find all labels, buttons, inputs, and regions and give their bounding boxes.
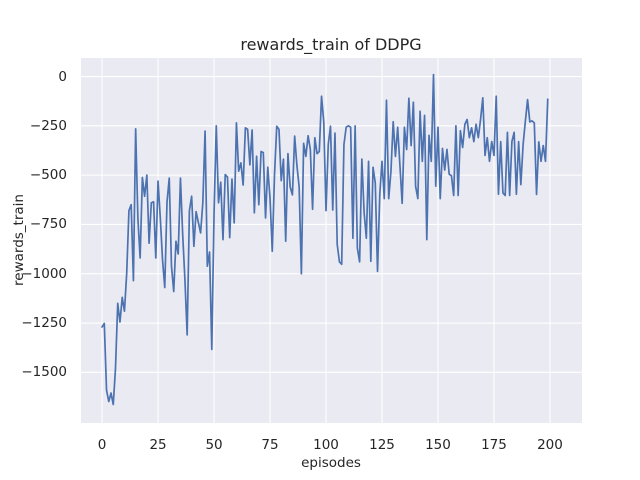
x-tick-label: 200: [537, 437, 563, 453]
x-tick-label: 25: [149, 437, 167, 453]
x-axis-label: episodes: [301, 455, 361, 471]
x-tick-label: 75: [261, 437, 279, 453]
x-tick-label: 0: [97, 437, 107, 453]
y-tick-label: 0: [58, 68, 67, 85]
chart-title: rewards_train of DDPG: [240, 35, 422, 54]
x-tick-label: 100: [313, 437, 339, 453]
y-tick-label: −250: [29, 117, 67, 134]
x-tick-label: 50: [205, 437, 223, 453]
reward-series-line: [101, 73, 549, 406]
line-chart: [81, 58, 582, 423]
y-tick-label: −1250: [21, 315, 67, 332]
x-tick-label: 125: [369, 437, 395, 453]
x-tick-label: 150: [425, 437, 451, 453]
y-tick-label: −1500: [21, 364, 67, 381]
y-tick-label: −750: [29, 216, 67, 233]
plot-area: [81, 58, 582, 423]
y-tick-label: −1000: [21, 265, 67, 282]
x-tick-label: 175: [481, 437, 507, 453]
y-tick-label: −500: [29, 167, 67, 184]
